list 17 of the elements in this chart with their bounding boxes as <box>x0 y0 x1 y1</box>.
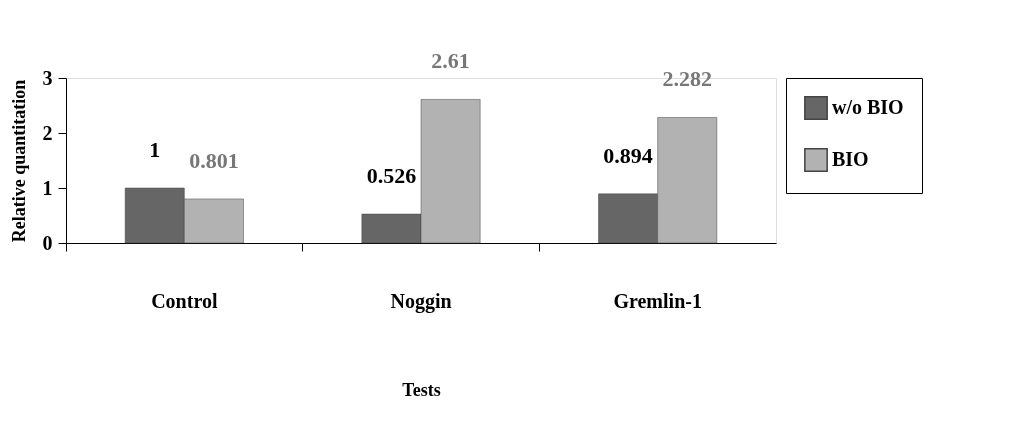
data-label: 0.801 <box>189 147 239 173</box>
data-label: 2.61 <box>431 48 470 74</box>
legend-label: BIO <box>832 148 869 170</box>
x-axis-title: Tests <box>402 379 441 400</box>
y-axis-title: Relative quantitation <box>8 79 29 243</box>
legend-label: w/o BIO <box>832 96 904 118</box>
y-tick-label: 2 <box>42 121 53 144</box>
y-tick-label: 3 <box>42 66 53 89</box>
data-label: 0.894 <box>603 142 653 168</box>
x-tick-label: Noggin <box>390 289 452 313</box>
y-tick-label: 0 <box>42 231 53 254</box>
data-label: 2.282 <box>662 66 712 92</box>
x-tick-label: Control <box>151 289 218 312</box>
x-tick-label: Gremlin-1 <box>613 289 702 312</box>
data-label: 0.526 <box>366 163 417 189</box>
y-tick-label: 1 <box>42 176 53 199</box>
data-label: 1 <box>149 137 161 162</box>
